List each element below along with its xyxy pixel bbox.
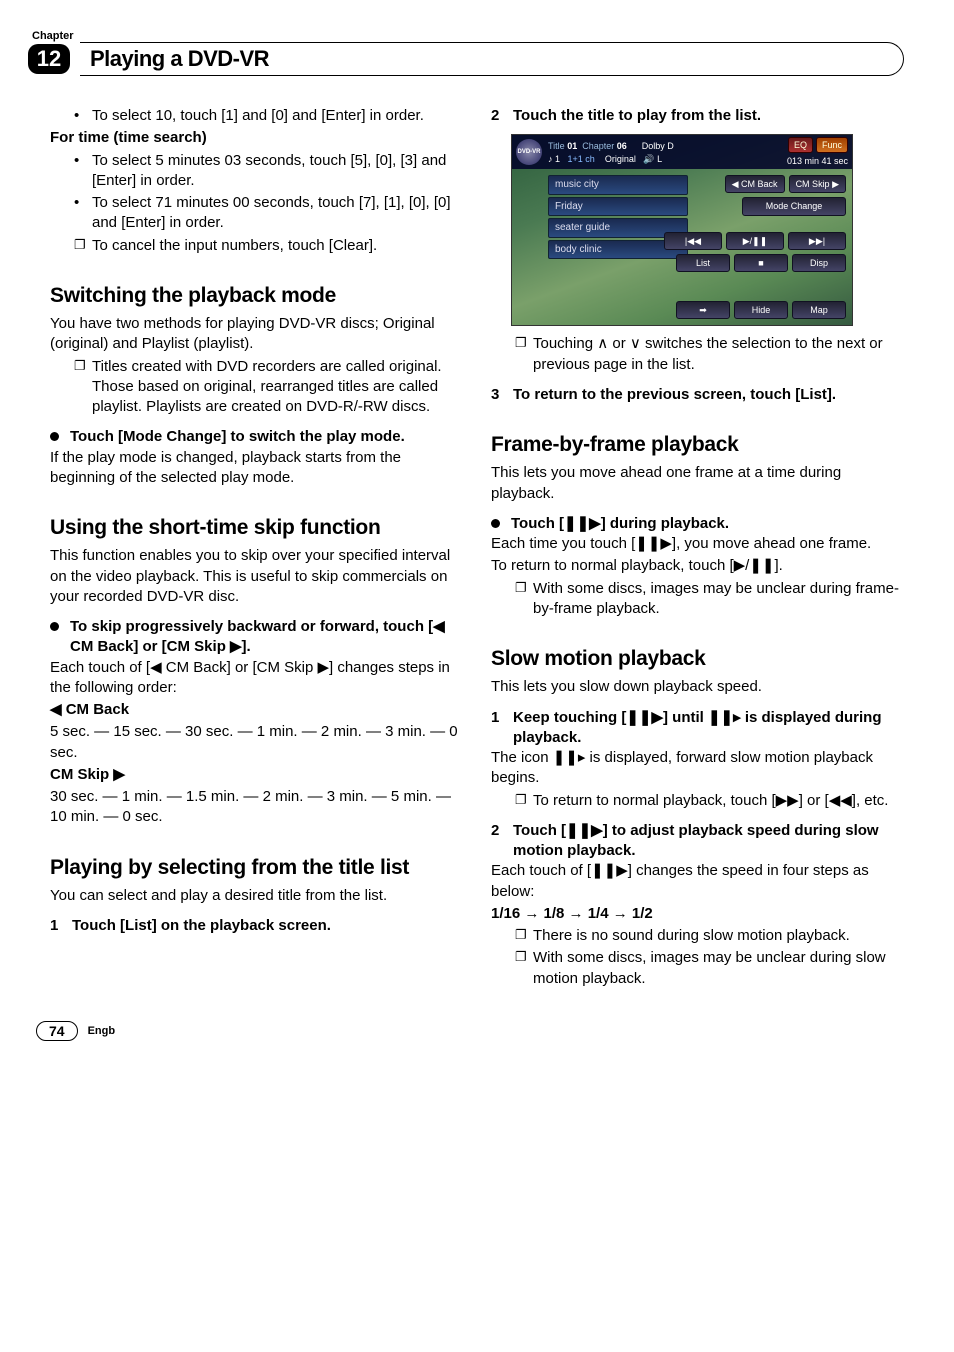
s3-step1: Touch [List] on the playback screen. bbox=[72, 916, 463, 936]
s4-action: Touch [❚❚▶] during playback. bbox=[511, 514, 729, 534]
note-icon: ❐ bbox=[515, 334, 533, 375]
s3-p1: You can select and play a desired title … bbox=[50, 886, 463, 906]
chapter-number-badge: 12 bbox=[28, 44, 70, 74]
note-icon: ❐ bbox=[515, 579, 533, 620]
sc-time: 013 min 41 sec bbox=[787, 155, 848, 167]
chapter-label: Chapter bbox=[32, 30, 904, 42]
section-frame-by-frame: Frame-by-frame playback bbox=[491, 431, 904, 459]
sc-ch: 1+1 ch bbox=[568, 154, 595, 164]
s5-p2: The icon ❚❚▸ is displayed, forward slow … bbox=[491, 748, 904, 789]
dvd-vr-screenshot: DVD-VR Title 01 Chapter 06 Dolby D ♪ 1 bbox=[511, 134, 853, 326]
sc-next-button[interactable]: ▶▶| bbox=[788, 232, 846, 250]
chapter-title-container: Playing a DVD-VR bbox=[80, 42, 904, 76]
time-bullet-1: To select 5 minutes 03 seconds, touch [5… bbox=[92, 151, 463, 192]
sc-stop-button[interactable]: ■ bbox=[734, 254, 788, 272]
s4-p1: This lets you move ahead one frame at a … bbox=[491, 463, 904, 504]
sc-audio-icon: 🔊 L bbox=[643, 154, 662, 164]
time-note: To cancel the input numbers, touch [Clea… bbox=[92, 236, 377, 256]
dvdvr-disc-icon: DVD-VR bbox=[516, 139, 542, 165]
s2-p1: This function enables you to skip over y… bbox=[50, 546, 463, 607]
note-icon: ❐ bbox=[515, 926, 533, 946]
sc-track: ♪ 1 bbox=[548, 154, 560, 164]
note-icon: ❐ bbox=[515, 791, 533, 811]
sc-func-button[interactable]: Func bbox=[816, 137, 848, 153]
sc-title-val: 01 bbox=[567, 141, 577, 151]
action-bullet-icon bbox=[50, 427, 70, 447]
bullet-icon: • bbox=[74, 106, 92, 126]
sc-cmskip-button[interactable]: CM Skip ▶ bbox=[789, 175, 846, 193]
sc-map-button[interactable]: Map bbox=[792, 301, 846, 319]
s5-note2: There is no sound during slow motion pla… bbox=[533, 926, 850, 946]
s4-p2: Each time you touch [❚❚▶], you move ahea… bbox=[491, 534, 904, 554]
sc-play-button[interactable]: ▶/❚❚ bbox=[726, 232, 784, 250]
s5-step2: Touch [❚❚▶] to adjust playback speed dur… bbox=[513, 821, 904, 862]
footer-language: Engb bbox=[88, 1025, 116, 1037]
step-number: 1 bbox=[491, 708, 513, 749]
time-search-heading: For time (time search) bbox=[50, 128, 463, 148]
action-bullet-icon bbox=[491, 514, 511, 534]
s5-step1: Keep touching [❚❚▶] until ❚❚▸ is display… bbox=[513, 708, 904, 749]
s1-note: Titles created with DVD recorders are ca… bbox=[92, 357, 463, 418]
sc-title-label: Title bbox=[548, 141, 565, 151]
note-after-screenshot: Touching ∧ or ∨ switches the selection t… bbox=[533, 334, 904, 375]
cmskip-label: CM Skip ▶ bbox=[50, 765, 463, 785]
s4-note: With some discs, images may be unclear d… bbox=[533, 579, 904, 620]
s1-p1: You have two methods for playing DVD-VR … bbox=[50, 314, 463, 355]
chapter-title: Playing a DVD-VR bbox=[90, 46, 269, 72]
step3-text: To return to the previous screen, touch … bbox=[513, 385, 904, 405]
sc-arrow-button[interactable]: ➡ bbox=[676, 301, 730, 319]
sc-list-item[interactable]: Friday bbox=[548, 197, 688, 217]
step-number: 3 bbox=[491, 385, 513, 405]
right-column: 2 Touch the title to play from the list.… bbox=[491, 106, 904, 991]
cmback-values: 5 sec. — 15 sec. — 30 sec. — 1 min. — 2 … bbox=[50, 722, 463, 763]
time-bullet-2: To select 71 minutes 00 seconds, touch [… bbox=[92, 193, 463, 234]
sc-dolby: Dolby D bbox=[642, 141, 674, 151]
cmback-label: ◀ CM Back bbox=[50, 700, 463, 720]
s5-speeds: 1/16 → 1/8 → 1/4 → 1/2 bbox=[491, 904, 904, 924]
sc-list-item[interactable]: music city bbox=[548, 175, 688, 195]
step2-text: Touch the title to play from the list. bbox=[513, 106, 904, 126]
s5-p3: Each touch of [❚❚▶] changes the speed in… bbox=[491, 861, 904, 902]
sc-orig: Original bbox=[605, 154, 636, 164]
section-short-time-skip: Using the short-time skip function bbox=[50, 514, 463, 542]
page-number: 74 bbox=[36, 1021, 78, 1041]
action-bullet-icon bbox=[50, 617, 70, 658]
sc-disp-button[interactable]: Disp bbox=[792, 254, 846, 272]
s2-action: To skip progressively backward or forwar… bbox=[70, 617, 463, 658]
section-title-list: Playing by selecting from the title list bbox=[50, 854, 463, 882]
sc-eq-button[interactable]: EQ bbox=[788, 137, 813, 153]
note-icon: ❐ bbox=[74, 236, 92, 256]
note-icon: ❐ bbox=[74, 357, 92, 418]
s5-note3: With some discs, images may be unclear d… bbox=[533, 948, 904, 989]
sc-cmback-button[interactable]: ◀ CM Back bbox=[725, 175, 785, 193]
s4-p3: To return to normal playback, touch [▶/❚… bbox=[491, 556, 904, 576]
sc-hide-button[interactable]: Hide bbox=[734, 301, 788, 319]
s5-p1: This lets you slow down playback speed. bbox=[491, 677, 904, 697]
s2-p2: Each touch of [◀ CM Back] or [CM Skip ▶]… bbox=[50, 658, 463, 699]
step-number: 1 bbox=[50, 916, 72, 936]
s1-p2: If the play mode is changed, playback st… bbox=[50, 448, 463, 489]
s5-note1: To return to normal playback, touch [▶▶]… bbox=[533, 791, 888, 811]
intro-bullet: To select 10, touch [1] and [0] and [Ent… bbox=[92, 106, 424, 126]
section-switching-mode: Switching the playback mode bbox=[50, 282, 463, 310]
bullet-icon: • bbox=[74, 193, 92, 234]
sc-chapter-label: Chapter bbox=[582, 141, 614, 151]
bullet-icon: • bbox=[74, 151, 92, 192]
sc-chapter-val: 06 bbox=[617, 141, 627, 151]
section-slow-motion: Slow motion playback bbox=[491, 645, 904, 673]
step-number: 2 bbox=[491, 821, 513, 862]
sc-prev-button[interactable]: |◀◀ bbox=[664, 232, 722, 250]
cmskip-values: 30 sec. — 1 min. — 1.5 min. — 2 min. — 3… bbox=[50, 787, 463, 828]
left-column: • To select 10, touch [1] and [0] and [E… bbox=[50, 106, 463, 991]
note-icon: ❐ bbox=[515, 948, 533, 989]
step-number: 2 bbox=[491, 106, 513, 126]
sc-mode-button[interactable]: Mode Change bbox=[742, 197, 846, 215]
page-footer: 74 Engb bbox=[36, 1021, 904, 1041]
page-header: Chapter 12 Playing a DVD-VR bbox=[50, 30, 904, 76]
sc-list-button[interactable]: List bbox=[676, 254, 730, 272]
s1-action: Touch [Mode Change] to switch the play m… bbox=[70, 427, 405, 447]
